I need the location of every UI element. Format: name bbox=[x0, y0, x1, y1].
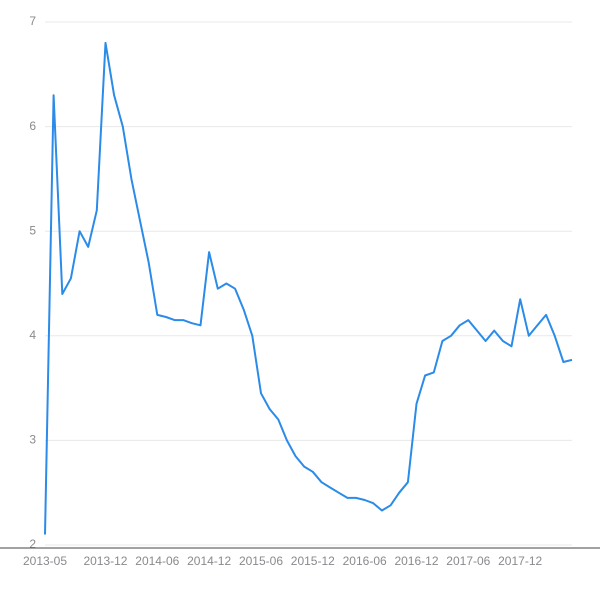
x-tick-label: 2013-05 bbox=[23, 554, 67, 568]
y-tick-label: 3 bbox=[29, 433, 36, 447]
x-tick-label: 2015-12 bbox=[291, 554, 335, 568]
x-tick-label: 2014-06 bbox=[135, 554, 179, 568]
x-tick-label: 2017-06 bbox=[446, 554, 490, 568]
x-tick-label: 2013-12 bbox=[83, 554, 127, 568]
x-tick-label: 2014-12 bbox=[187, 554, 231, 568]
x-tick-label: 2016-12 bbox=[394, 554, 438, 568]
y-tick-label: 2 bbox=[29, 537, 36, 551]
x-tick-label: 2017-12 bbox=[498, 554, 542, 568]
y-tick-label: 5 bbox=[29, 223, 36, 237]
x-tick-label: 2016-06 bbox=[343, 554, 387, 568]
y-tick-label: 4 bbox=[29, 328, 36, 342]
y-tick-label: 7 bbox=[29, 14, 36, 28]
x-tick-label: 2015-06 bbox=[239, 554, 283, 568]
y-tick-label: 6 bbox=[29, 119, 36, 133]
data-line bbox=[44, 41, 573, 535]
